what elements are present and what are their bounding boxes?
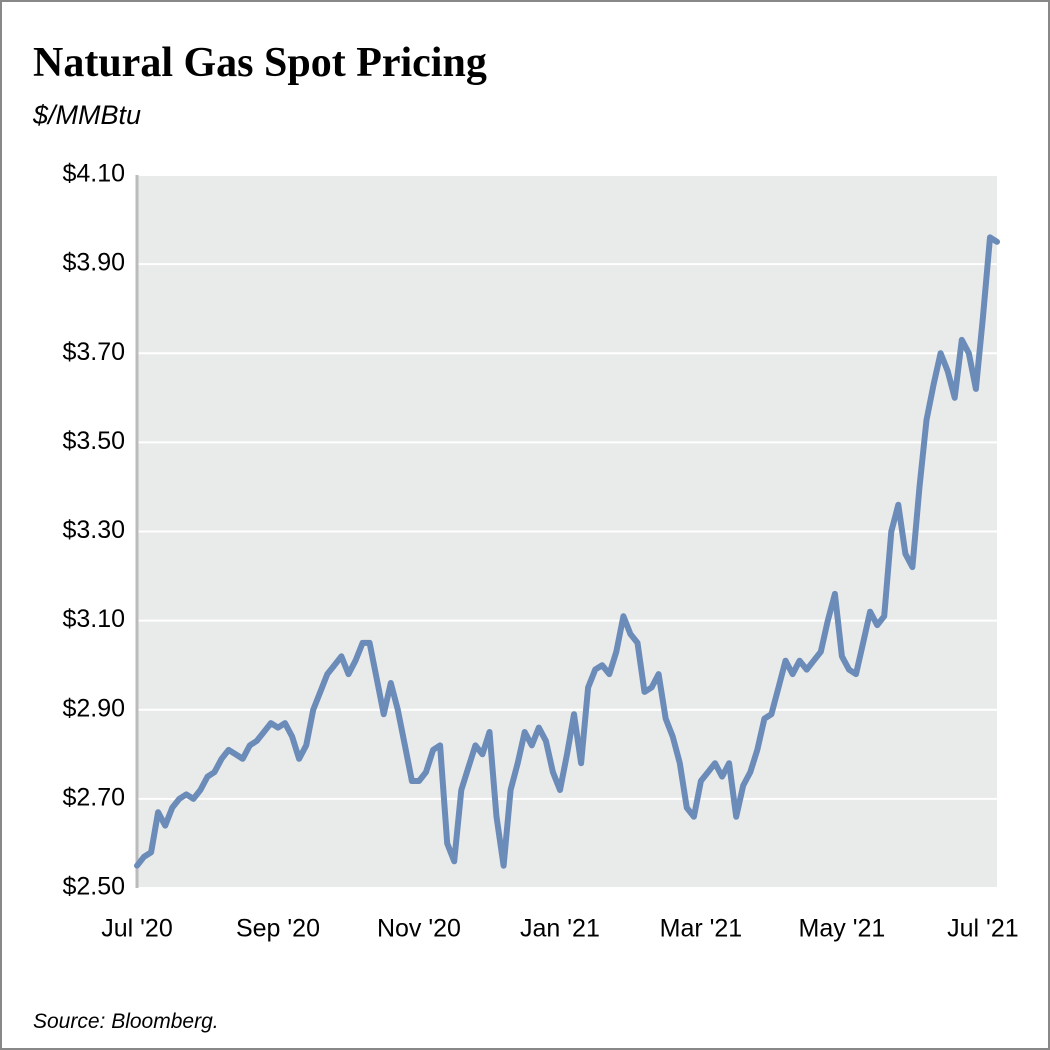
x-tick-label: May '21 (799, 915, 886, 943)
y-tick-label: $2.50 (62, 873, 125, 901)
x-tick-label: Mar '21 (660, 915, 743, 943)
chart-title: Natural Gas Spot Pricing (33, 40, 487, 86)
y-tick-label: $3.50 (62, 427, 125, 455)
x-tick-label: Jul '20 (101, 915, 172, 943)
y-tick-label: $2.90 (62, 694, 125, 722)
y-tick-label: $2.70 (62, 783, 125, 811)
source: Source: Bloomberg. (33, 1010, 219, 1033)
y-tick-label: $3.70 (62, 338, 125, 366)
x-tick-label: Sep '20 (236, 915, 320, 943)
y-tick-label: $3.90 (62, 249, 125, 277)
y-tick-label: $3.10 (62, 605, 125, 633)
chart-subtitle: $/MMBtu (32, 100, 141, 130)
x-tick-label: Nov '20 (377, 915, 461, 943)
price-line (134, 234, 1000, 869)
x-tick-label: Jul '21 (947, 915, 1018, 943)
y-tick-label: $4.10 (62, 160, 125, 188)
x-tick-label: Jan '21 (520, 915, 600, 943)
y-tick-label: $3.30 (62, 516, 125, 544)
